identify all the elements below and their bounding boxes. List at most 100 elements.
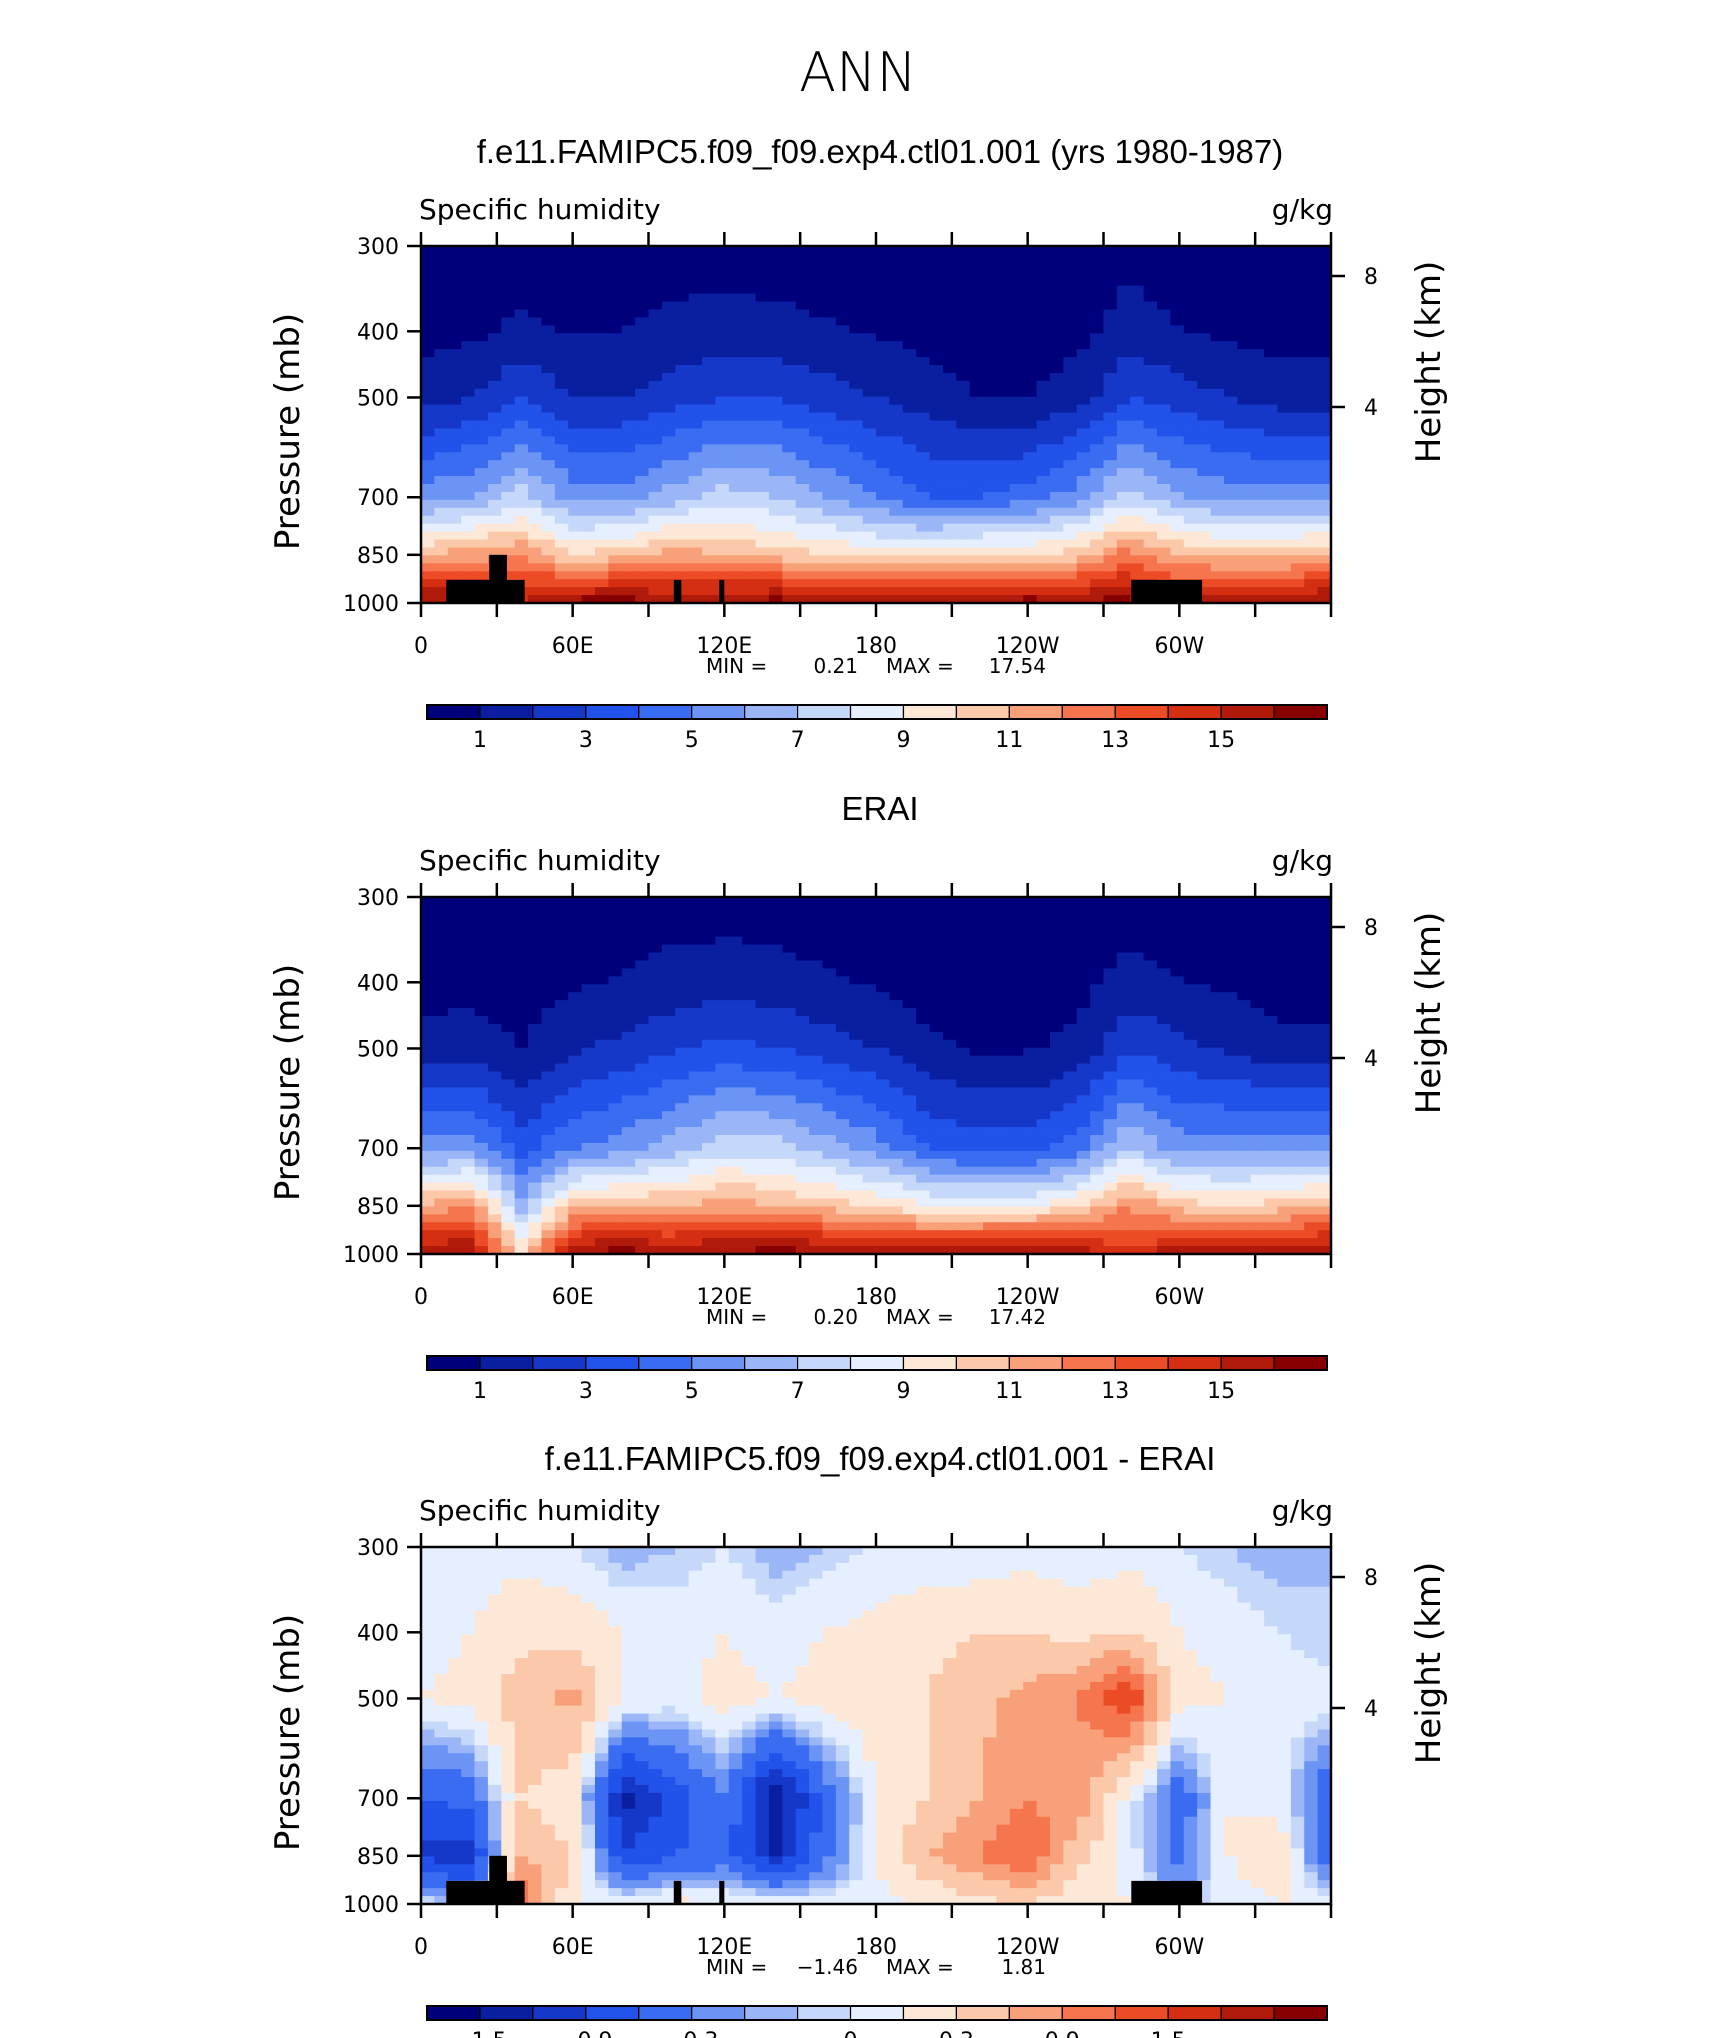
- heatmap-cell: [608, 365, 623, 374]
- heatmap-cell: [1170, 285, 1185, 295]
- heatmap-cell: [916, 523, 931, 533]
- heatmap-cell: [889, 317, 904, 326]
- colorbar-label: 15: [1207, 728, 1235, 753]
- heatmap-cell: [474, 380, 489, 390]
- heatmap-cell: [447, 357, 462, 366]
- heatmap-cell: [447, 317, 462, 326]
- heatmap-cell: [1264, 1023, 1279, 1033]
- heatmap-cell: [581, 944, 596, 954]
- heatmap-cell: [969, 1103, 984, 1112]
- heatmap-cell: [421, 976, 435, 985]
- heatmap-cell: [715, 444, 730, 453]
- heatmap-cell: [849, 491, 864, 501]
- heatmap-cell: [648, 944, 663, 954]
- heatmap-cell: [1130, 293, 1145, 303]
- heatmap-cell: [1183, 531, 1198, 541]
- heatmap-cell: [929, 261, 944, 271]
- heatmap-cell: [768, 333, 783, 342]
- heatmap-cell: [1183, 1047, 1198, 1057]
- heatmap-cell: [1223, 412, 1238, 422]
- heatmap-cell: [1210, 968, 1225, 977]
- heatmap-cell: [1304, 309, 1319, 318]
- heatmap-cell: [581, 499, 596, 509]
- heatmap-cell: [1223, 1039, 1238, 1049]
- heatmap-cell: [1183, 992, 1198, 1001]
- heatmap-cell: [635, 1031, 650, 1041]
- heatmap-cell: [1197, 1079, 1212, 1088]
- heatmap-cell: [715, 365, 730, 374]
- heatmap-cell: [1157, 499, 1172, 509]
- heatmap-cell: [501, 468, 516, 477]
- heatmap-cell: [929, 563, 944, 572]
- heatmap-cell: [929, 341, 944, 350]
- heatmap-cell: [1063, 388, 1078, 398]
- heatmap-cell: [541, 301, 556, 311]
- heatmap-cell: [728, 412, 743, 422]
- heatmap-cell: [1277, 1063, 1292, 1073]
- heatmap-cell: [768, 491, 783, 501]
- heatmap-cell: [902, 372, 917, 382]
- heatmap-cell: [795, 1095, 810, 1104]
- heatmap-cell: [728, 1063, 743, 1073]
- heatmap-cell: [421, 468, 435, 477]
- heatmap-cell: [1223, 1008, 1238, 1017]
- heatmap-cell: [568, 380, 583, 390]
- heatmap-cell: [876, 309, 890, 318]
- heatmap-cell: [1049, 261, 1064, 271]
- heatmap-cell: [528, 1063, 543, 1073]
- heatmap-cell: [501, 388, 516, 398]
- heatmap-cell: [795, 301, 810, 311]
- heatmap-cell: [568, 1047, 583, 1057]
- heatmap-cell: [1130, 301, 1145, 311]
- heatmap-cell: [1009, 547, 1024, 556]
- heatmap-cell: [661, 333, 676, 342]
- heatmap-cell: [1290, 936, 1305, 946]
- heatmap-cell: [835, 253, 850, 263]
- terrain-block: [446, 579, 502, 603]
- heatmap-cell: [514, 1071, 529, 1081]
- heatmap-cell: [688, 317, 703, 326]
- heatmap-cell: [1143, 507, 1158, 517]
- heatmap-cell: [1103, 285, 1118, 295]
- heatmap-cell: [1009, 515, 1024, 525]
- heatmap-cell: [1223, 571, 1238, 580]
- heatmap-cell: [889, 491, 904, 501]
- heatmap-cell: [1250, 333, 1265, 342]
- heatmap-cell: [768, 428, 783, 437]
- heatmap-cell: [956, 563, 971, 572]
- heatmap-cell: [514, 1095, 529, 1104]
- heatmap-cell: [1304, 317, 1319, 326]
- heatmap-cell: [621, 992, 636, 1001]
- heatmap-cell: [1049, 555, 1064, 564]
- heatmap-cell: [942, 515, 957, 525]
- heatmap-cell: [621, 396, 636, 406]
- heatmap-cell: [929, 484, 944, 493]
- heatmap-cell: [447, 523, 462, 533]
- heatmap-cell: [594, 587, 609, 596]
- heatmap-cell: [1023, 325, 1038, 334]
- heatmap-cell: [942, 253, 957, 263]
- heatmap-cell: [782, 944, 797, 954]
- heatmap-cell: [501, 984, 516, 993]
- heatmap-cell: [1183, 293, 1198, 303]
- heatmap-cell: [822, 1031, 837, 1041]
- heatmap-cell: [742, 372, 757, 382]
- heatmap-cell: [1076, 595, 1091, 603]
- heatmap-cell: [1183, 1008, 1198, 1017]
- heatmap-cell: [1063, 325, 1078, 334]
- heatmap-cell: [594, 428, 609, 437]
- heatmap-cell: [889, 333, 904, 342]
- heatmap-cell: [849, 301, 864, 311]
- heatmap-cell: [501, 269, 516, 279]
- heatmap-cell: [594, 579, 609, 588]
- heatmap-cell: [581, 1095, 596, 1104]
- heatmap-cell: [1076, 984, 1091, 993]
- heatmap-cell: [916, 246, 931, 255]
- heatmap-cell: [1157, 436, 1172, 445]
- heatmap-cell: [715, 944, 730, 954]
- heatmap-cell: [447, 992, 462, 1001]
- heatmap-cell: [1277, 444, 1292, 453]
- heatmap-cell: [715, 1079, 730, 1088]
- heatmap-cell: [1076, 1071, 1091, 1081]
- heatmap-cell: [916, 1087, 931, 1096]
